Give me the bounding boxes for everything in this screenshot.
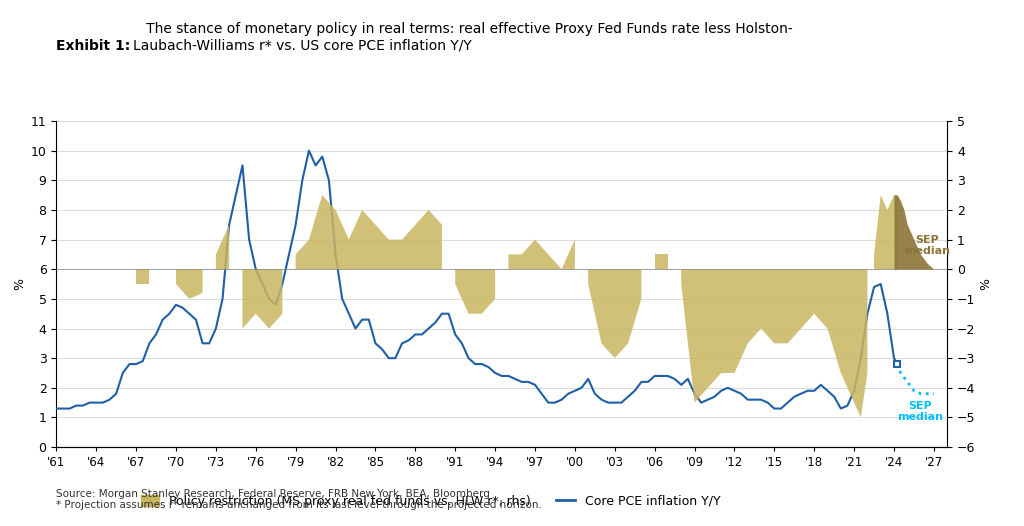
Legend: Policy restriction (MS proxy real fed funds vs. HLW r*, rhs), Core PCE inflation: Policy restriction (MS proxy real fed fu… <box>135 490 725 513</box>
Text: Exhibit 1:: Exhibit 1: <box>56 38 131 53</box>
Text: SEP
median: SEP median <box>904 235 950 256</box>
Y-axis label: %: % <box>980 278 992 290</box>
Text: The stance of monetary policy in real terms: real effective Proxy Fed Funds rate: The stance of monetary policy in real te… <box>133 23 793 53</box>
Y-axis label: %: % <box>13 278 27 290</box>
Text: SEP
median: SEP median <box>898 401 943 422</box>
Text: Source: Morgan Stanley Research, Federal Reserve, FRB New York, BEA, Bloomberg
*: Source: Morgan Stanley Research, Federal… <box>56 489 542 510</box>
